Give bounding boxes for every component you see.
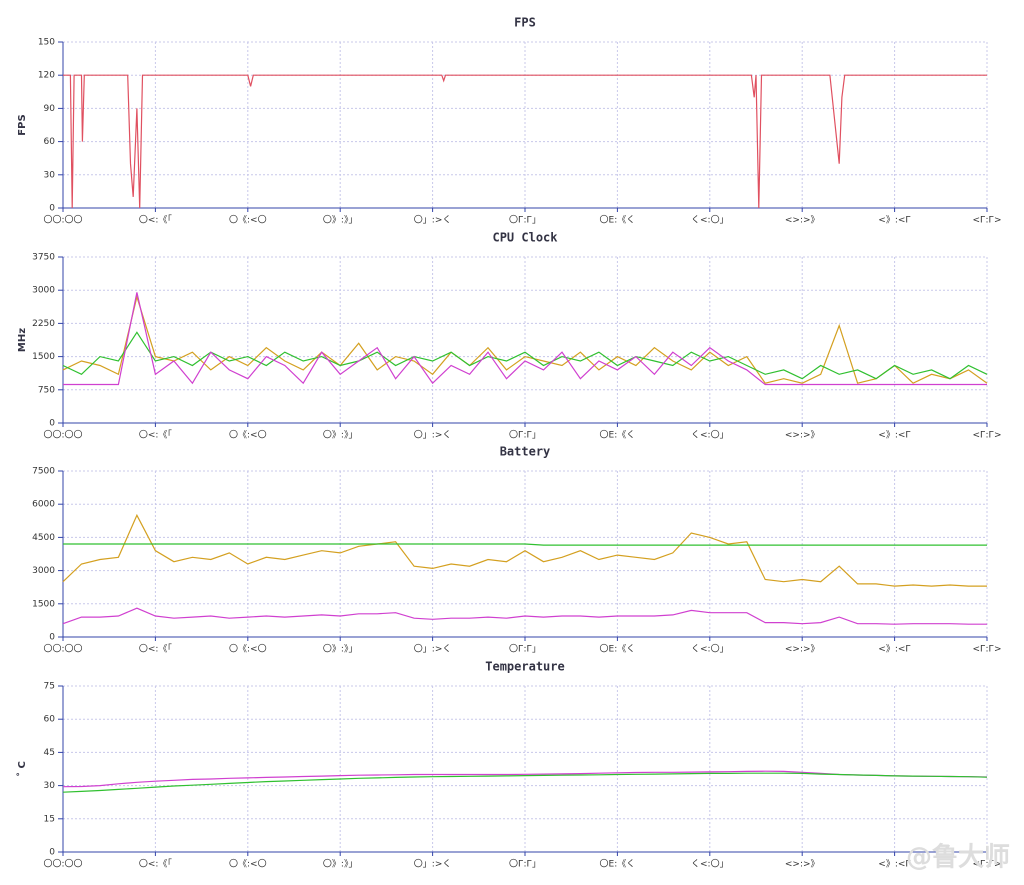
x-tick-label: <Г:Г> [972, 645, 1001, 655]
x-tick-label: <Г:Г> [972, 860, 1001, 870]
x-tick-label: <Г:Г> [972, 431, 1001, 441]
x-tick-label: 〇」:>く [414, 215, 452, 226]
x-tick-label: 〇」:>く [414, 430, 452, 441]
chart-title: Temperature [485, 660, 564, 674]
y-tick-label: 75 [44, 682, 55, 692]
x-tick-label: 〇《:<〇 [229, 644, 267, 655]
x-tick-label: 〇Ε:《く [600, 644, 636, 655]
x-tick-label: 〇Ε:《く [600, 215, 636, 226]
x-tick-label: 〇《:<〇 [229, 215, 267, 226]
x-tick-label: <》:<Г [878, 644, 911, 655]
chart-title: Battery [500, 445, 551, 459]
x-tick-label: <Г:Г> [972, 216, 1001, 226]
y-tick-label: 0 [49, 204, 55, 214]
y-tick-label: 750 [38, 385, 55, 395]
y-axis-label: MHz [17, 328, 28, 352]
y-tick-label: 3750 [32, 253, 55, 263]
x-tick-label: 〇〇:〇〇 [43, 215, 82, 226]
y-tick-label: 0 [49, 848, 55, 858]
y-axis-label: ˚ C [16, 761, 28, 777]
y-tick-label: 60 [44, 137, 56, 147]
x-tick-label: <>:>》 [785, 430, 820, 441]
x-tick-label: 〇」:>く [414, 644, 452, 655]
series-line [63, 543, 987, 546]
series-line [62, 772, 988, 793]
x-tick-label: く<:〇」 [691, 430, 729, 441]
y-tick-label: 90 [44, 104, 56, 114]
y-tick-label: 1500 [32, 599, 55, 609]
y-tick-label: 30 [44, 781, 56, 791]
y-tick-label: 7500 [32, 467, 55, 477]
x-tick-label: 〇《:<〇 [229, 859, 267, 870]
y-tick-label: 120 [38, 71, 55, 81]
chart-title: FPS [514, 16, 536, 30]
x-tick-label: <>:>》 [785, 215, 820, 226]
x-tick-label: <》:<Г [878, 859, 911, 870]
x-tick-label: 〇Ε:《く [600, 859, 636, 870]
x-tick-label: 〇《:<〇 [229, 430, 267, 441]
x-tick-label: 〇Г:Г」 [509, 859, 541, 870]
x-tick-label: <》:<Г [878, 215, 911, 226]
series-line [63, 292, 987, 386]
x-tick-label: 〇Г:Г」 [509, 430, 541, 441]
series-line [62, 331, 988, 380]
y-tick-label: 3000 [32, 286, 55, 296]
x-tick-label: 〇〇:〇〇 [43, 430, 82, 441]
x-tick-label: 〇Ε:《く [600, 430, 636, 441]
y-axis-label: FPS [17, 114, 28, 135]
x-tick-label: 〇<:《「 [139, 644, 172, 655]
y-tick-label: 30 [44, 170, 56, 180]
y-tick-label: 45 [44, 748, 55, 758]
x-tick-label: 〇Г:Г」 [509, 215, 541, 226]
y-tick-label: 150 [38, 38, 55, 48]
y-tick-label: 1500 [32, 352, 55, 362]
chart-title: CPU Clock [492, 231, 558, 245]
x-tick-label: <>:>》 [785, 859, 820, 870]
x-tick-label: く<:〇」 [691, 859, 729, 870]
y-tick-label: 2250 [32, 319, 55, 329]
x-tick-label: 〇<:《「 [139, 215, 172, 226]
x-tick-label: 〇<:《「 [139, 430, 172, 441]
y-tick-label: 3000 [32, 566, 55, 576]
x-tick-label: 〇<:《「 [139, 859, 172, 870]
x-tick-label: 〇」:>く [414, 859, 452, 870]
y-tick-label: 0 [49, 419, 55, 429]
y-tick-label: 60 [44, 715, 56, 725]
y-tick-label: 15 [44, 814, 55, 824]
x-tick-label: く<:〇」 [691, 644, 729, 655]
x-tick-label: 〇〇:〇〇 [43, 644, 82, 655]
x-tick-label: 〇》:》」 [323, 215, 358, 226]
x-tick-label: <》:<Г [878, 430, 911, 441]
x-tick-label: く<:〇」 [691, 215, 729, 226]
series-line [62, 513, 987, 587]
x-tick-label: 〇》:》」 [323, 859, 358, 870]
series-line [63, 74, 987, 209]
x-tick-label: 〇》:》」 [323, 430, 358, 441]
watermark: @鲁大师 [906, 843, 1010, 873]
x-tick-label: 〇Г:Г」 [509, 644, 541, 655]
y-tick-label: 6000 [32, 500, 55, 510]
series-line [62, 294, 988, 384]
x-tick-label: 〇〇:〇〇 [43, 859, 82, 870]
y-tick-label: 0 [49, 633, 55, 643]
y-tick-label: 4500 [32, 533, 55, 543]
series-line [62, 607, 987, 625]
x-tick-label: <>:>》 [785, 644, 820, 655]
x-tick-label: 〇》:》」 [323, 644, 358, 655]
